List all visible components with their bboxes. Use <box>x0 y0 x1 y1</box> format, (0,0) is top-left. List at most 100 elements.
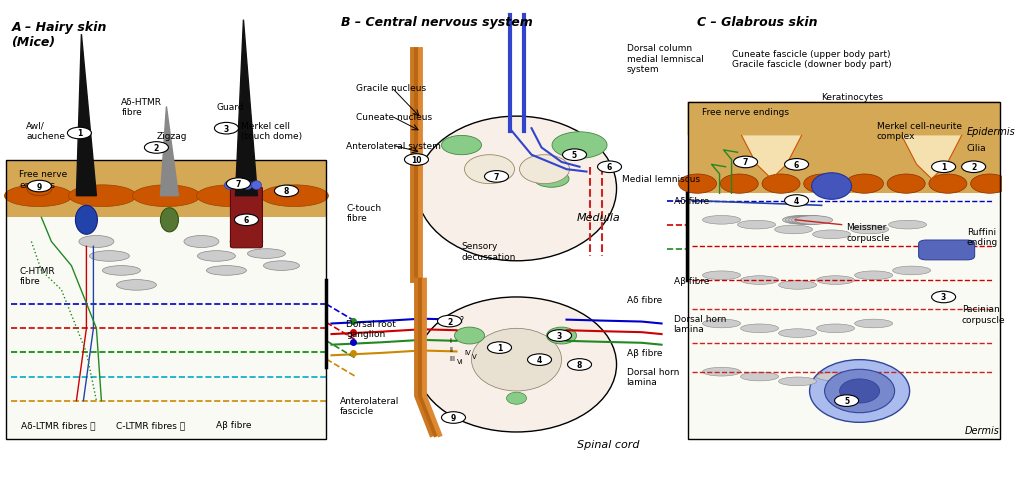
Ellipse shape <box>824 369 895 413</box>
Text: Medulla: Medulla <box>577 213 621 223</box>
Ellipse shape <box>846 175 884 194</box>
Ellipse shape <box>702 319 740 328</box>
Ellipse shape <box>417 117 616 261</box>
Ellipse shape <box>471 329 561 391</box>
Ellipse shape <box>737 221 775 229</box>
Text: 9: 9 <box>37 182 42 191</box>
Text: 2: 2 <box>446 317 453 326</box>
Ellipse shape <box>260 185 329 207</box>
Text: Keratinocytes: Keratinocytes <box>821 93 884 102</box>
Text: Merkel cell-neurite
complex: Merkel cell-neurite complex <box>877 121 962 141</box>
Ellipse shape <box>788 216 826 225</box>
Text: Meissner
corpuscle: Meissner corpuscle <box>847 223 890 242</box>
Text: 3: 3 <box>224 124 229 134</box>
Ellipse shape <box>785 216 823 225</box>
Text: 7: 7 <box>742 158 749 167</box>
Text: 2: 2 <box>971 163 976 172</box>
Text: IV: IV <box>465 349 471 356</box>
Circle shape <box>562 150 587 161</box>
Ellipse shape <box>198 251 236 262</box>
Ellipse shape <box>441 136 481 155</box>
Text: Anterolateral system: Anterolateral system <box>346 141 441 150</box>
Ellipse shape <box>547 327 577 344</box>
Text: V: V <box>471 353 476 359</box>
Text: 5: 5 <box>572 151 578 160</box>
Text: Aδ-LTMR fibres ⓤ: Aδ-LTMR fibres ⓤ <box>22 421 96 429</box>
Text: 3: 3 <box>941 293 946 302</box>
Text: 8: 8 <box>284 187 289 196</box>
Circle shape <box>567 359 592 370</box>
Circle shape <box>484 171 509 183</box>
Text: Zigzag: Zigzag <box>157 132 187 141</box>
Ellipse shape <box>887 175 926 194</box>
Text: VI: VI <box>457 358 463 364</box>
Circle shape <box>784 159 809 171</box>
Text: 10: 10 <box>412 156 422 165</box>
Ellipse shape <box>132 185 201 207</box>
Text: Merkel cell
(touch dome): Merkel cell (touch dome) <box>242 121 302 141</box>
Text: 8: 8 <box>577 360 583 369</box>
Ellipse shape <box>774 226 813 234</box>
Ellipse shape <box>89 251 129 262</box>
Circle shape <box>68 128 91 139</box>
Text: 6: 6 <box>244 216 249 225</box>
Ellipse shape <box>507 393 526 405</box>
Circle shape <box>527 354 552 366</box>
Text: Free nerve
endings: Free nerve endings <box>19 170 68 189</box>
Ellipse shape <box>804 175 842 194</box>
Text: C-LTMR fibres ⓣ: C-LTMR fibres ⓣ <box>117 421 185 429</box>
Text: Medial lemniscus: Medial lemniscus <box>622 175 699 184</box>
Circle shape <box>932 291 955 303</box>
Text: Guard: Guard <box>216 103 244 112</box>
Text: C-touch
fibre: C-touch fibre <box>346 203 382 223</box>
Text: Sensory
decussation: Sensory decussation <box>462 242 516 261</box>
Ellipse shape <box>519 155 569 184</box>
Ellipse shape <box>243 182 253 190</box>
Ellipse shape <box>248 249 286 259</box>
Circle shape <box>226 179 251 190</box>
Text: Dorsal horn
lamina: Dorsal horn lamina <box>627 367 679 386</box>
Text: 9: 9 <box>451 413 456 422</box>
Ellipse shape <box>417 297 616 432</box>
Text: Dorsal horn
lamina: Dorsal horn lamina <box>674 314 726 333</box>
Ellipse shape <box>207 266 247 276</box>
Ellipse shape <box>971 175 1009 194</box>
Ellipse shape <box>813 230 851 239</box>
Ellipse shape <box>27 182 52 197</box>
Text: Cuneate nucleus: Cuneate nucleus <box>356 112 432 121</box>
Polygon shape <box>236 21 257 197</box>
Text: 6: 6 <box>794 161 799 169</box>
Text: Anterolateral
fascicle: Anterolateral fascicle <box>340 396 398 415</box>
Polygon shape <box>77 35 96 197</box>
Ellipse shape <box>224 182 234 190</box>
Ellipse shape <box>855 319 893 328</box>
Ellipse shape <box>230 236 263 248</box>
Ellipse shape <box>263 261 299 271</box>
Text: Dorsal root
ganglion: Dorsal root ganglion <box>346 319 396 338</box>
Ellipse shape <box>778 377 816 386</box>
Circle shape <box>144 142 168 154</box>
Polygon shape <box>741 136 802 180</box>
Text: 1: 1 <box>77 129 82 138</box>
Ellipse shape <box>740 324 778 333</box>
Text: 4: 4 <box>537 355 542 364</box>
FancyBboxPatch shape <box>687 194 999 439</box>
Circle shape <box>404 154 428 166</box>
Text: 7: 7 <box>494 172 499 182</box>
Circle shape <box>784 196 809 207</box>
Ellipse shape <box>720 175 759 194</box>
Ellipse shape <box>679 175 717 194</box>
Ellipse shape <box>76 206 97 235</box>
Ellipse shape <box>929 175 967 194</box>
Text: Epidermis: Epidermis <box>967 126 1016 136</box>
Circle shape <box>214 123 239 135</box>
Ellipse shape <box>455 327 484 344</box>
FancyBboxPatch shape <box>230 188 262 248</box>
Ellipse shape <box>702 272 740 280</box>
Text: A – Hairy skin
(Mice): A – Hairy skin (Mice) <box>11 21 106 48</box>
Text: 6: 6 <box>607 163 612 172</box>
Ellipse shape <box>197 185 264 207</box>
Ellipse shape <box>117 280 157 290</box>
Text: Spinal cord: Spinal cord <box>577 439 639 449</box>
Text: III: III <box>450 355 456 361</box>
